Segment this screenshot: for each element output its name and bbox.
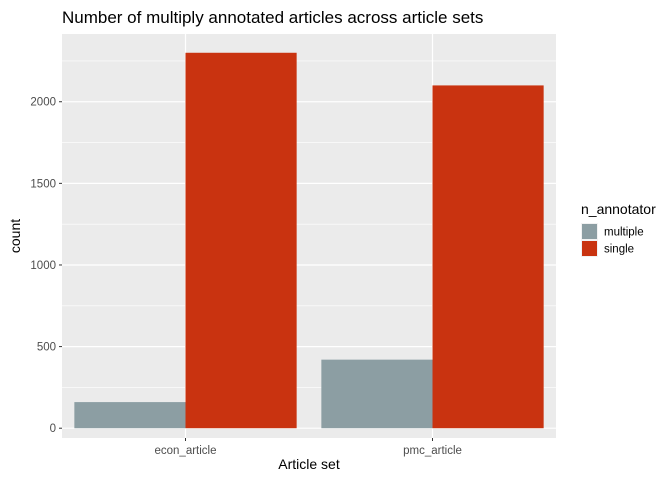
y-axis-title: count	[7, 219, 23, 253]
x-tick-label: econ_article	[154, 445, 216, 457]
x-tick-label: pmc_article	[403, 445, 462, 457]
bar-multiple-econ_article	[74, 402, 186, 429]
legend-label-single: single	[604, 244, 634, 256]
bar-multiple-pmc_article	[321, 359, 433, 429]
bar-single-econ_article	[185, 52, 297, 429]
x-axis-title: Article set	[278, 456, 340, 472]
y-tick-label: 0	[50, 423, 56, 435]
y-tick-label: 1500	[30, 178, 56, 190]
bars	[74, 52, 544, 429]
legend-title: n_annotator	[581, 201, 656, 217]
y-tick-label: 500	[37, 342, 56, 354]
legend: n_annotator multiple single	[581, 201, 656, 257]
y-axis: 0 500 1000 1500 2000	[30, 97, 62, 435]
legend-swatch-multiple	[582, 224, 597, 239]
legend-label-multiple: multiple	[604, 227, 644, 239]
chart-title: Number of multiply annotated articles ac…	[62, 8, 483, 27]
y-tick-label: 1000	[30, 260, 56, 272]
bar-single-pmc_article	[432, 85, 544, 429]
y-tick-label: 2000	[30, 97, 56, 109]
x-axis: econ_article pmc_article	[154, 438, 462, 457]
legend-swatch-single	[582, 241, 597, 256]
